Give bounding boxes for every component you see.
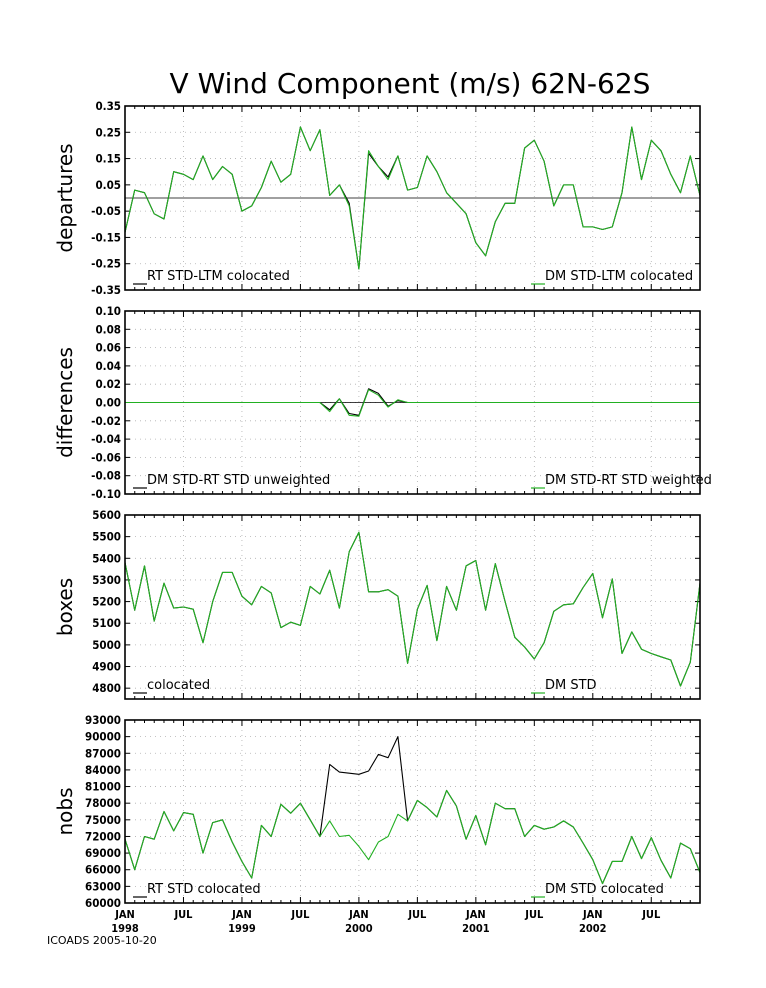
y-tick-label: 87000 xyxy=(85,746,121,760)
panel-boxes: 5600 5500 5400 5300 5200 5100 5000 4900 4800 colo… xyxy=(53,508,701,700)
y-tick-label: -0.35 xyxy=(91,283,121,297)
x-tick-label: JAN xyxy=(348,908,369,921)
y-tick-label: 0.08 xyxy=(95,322,121,336)
y-tick-label: -0.25 xyxy=(91,257,121,271)
legend-label: DM STD xyxy=(545,678,597,693)
y-tick-label: 60000 xyxy=(85,896,121,910)
footer-note: ICOADS 2005-10-20 xyxy=(47,934,157,947)
series-line-b xyxy=(124,789,701,885)
y-tick-label: -0.15 xyxy=(91,230,121,244)
x-year-label: 2001 xyxy=(462,922,490,935)
series-line-b xyxy=(124,126,701,270)
series-line-b xyxy=(125,389,700,417)
x-year-label: 2000 xyxy=(345,922,373,935)
panel-frame xyxy=(124,514,701,700)
y-tick-label: -0.10 xyxy=(91,487,121,501)
y-tick-label: 0.10 xyxy=(95,304,121,318)
x-tick-label: JUL xyxy=(290,908,310,921)
panel-departures: 0.35 0.25 0.15 0.05 -0.05 -0.15 -0.25 -0.35 RT S… xyxy=(53,99,701,297)
y-tick-label: -0.06 xyxy=(91,450,121,464)
y-tick-label: 0.15 xyxy=(95,152,121,166)
y-tick-label: 0.35 xyxy=(95,99,121,113)
y-tick-label: 93000 xyxy=(85,713,121,727)
y-tick-label: 0.00 xyxy=(95,396,121,410)
y-tick-label: 4800 xyxy=(92,681,121,695)
chart-title: V Wind Component (m/s) 62N-62S xyxy=(170,67,651,100)
legend-label: DM STD-LTM colocated xyxy=(545,269,693,284)
y-tick-label: 0.06 xyxy=(95,341,121,355)
y-tick-label: 75000 xyxy=(85,813,121,827)
y-tick-label: 0.04 xyxy=(95,359,121,373)
y-tick-label: 66000 xyxy=(85,863,121,877)
y-tick-label: -0.08 xyxy=(91,469,121,483)
y-tick-label: 5100 xyxy=(92,616,121,630)
y-tick-label: 0.02 xyxy=(95,377,121,391)
y-tick-label: 5000 xyxy=(92,638,121,652)
y-tick-label: 5200 xyxy=(92,595,121,609)
y-axis-label: departures xyxy=(53,143,77,252)
y-tick-label: -0.02 xyxy=(91,414,121,428)
y-tick-label: 5300 xyxy=(92,573,121,587)
x-tick-label: JUL xyxy=(524,908,544,921)
y-tick-label: 90000 xyxy=(85,730,121,744)
y-tick-label: -0.04 xyxy=(91,432,121,446)
panel-nobs: 93000 90000 87000 84000 81000 78000 75000 72000… xyxy=(53,713,701,910)
y-tick-label: 5400 xyxy=(92,551,121,565)
x-tick-label: JAN xyxy=(582,908,603,921)
x-tick-label: JUL xyxy=(407,908,427,921)
legend-label: DM STD-RT STD weighted xyxy=(545,473,712,488)
legend-label: DM STD colocated xyxy=(545,882,664,897)
y-tick-label: 5500 xyxy=(92,530,121,544)
y-tick-label: 78000 xyxy=(85,796,121,810)
panel-frame xyxy=(124,719,701,904)
y-tick-label: 4900 xyxy=(92,660,121,674)
y-tick-label: 69000 xyxy=(85,846,121,860)
x-tick-label: JAN xyxy=(231,908,252,921)
x-year-label: 2002 xyxy=(579,922,607,935)
y-tick-label: -0.05 xyxy=(91,204,121,218)
x-tick-label: JUL xyxy=(641,908,661,921)
panel-frame xyxy=(124,310,701,495)
y-tick-label: 72000 xyxy=(85,829,121,843)
y-axis-label: differences xyxy=(53,347,77,458)
y-axis-label: boxes xyxy=(53,578,77,636)
y-tick-label: 0.05 xyxy=(95,178,121,192)
legend-label: RT STD-LTM colocated xyxy=(147,269,290,284)
y-tick-label: 5600 xyxy=(92,508,121,522)
x-year-label: 1999 xyxy=(228,922,256,935)
legend-label: DM STD-RT STD unweighted xyxy=(147,473,330,488)
x-tick-label: JAN xyxy=(114,908,135,921)
legend-label: RT STD colocated xyxy=(147,882,261,897)
y-tick-label: 81000 xyxy=(85,780,121,794)
legend-label: colocated xyxy=(147,678,210,693)
y-tick-label: 63000 xyxy=(85,879,121,893)
panel-differences: 0.10 0.08 0.06 0.04 0.02 0.00 -0.02 -0.04 -0.06 -… xyxy=(53,304,712,501)
x-year-label: 1998 xyxy=(111,922,139,935)
y-tick-label: 84000 xyxy=(85,763,121,777)
y-tick-label: 0.25 xyxy=(95,125,121,139)
x-tick-label: JAN xyxy=(465,908,486,921)
panel-frame xyxy=(124,105,701,291)
panels: 0.35 0.25 0.15 0.05 -0.05 -0.15 -0.25 -0.35 RT S… xyxy=(53,99,712,910)
y-axis-label: nobs xyxy=(53,787,77,835)
series-line-b xyxy=(124,531,701,687)
x-tick-label: JUL xyxy=(173,908,193,921)
